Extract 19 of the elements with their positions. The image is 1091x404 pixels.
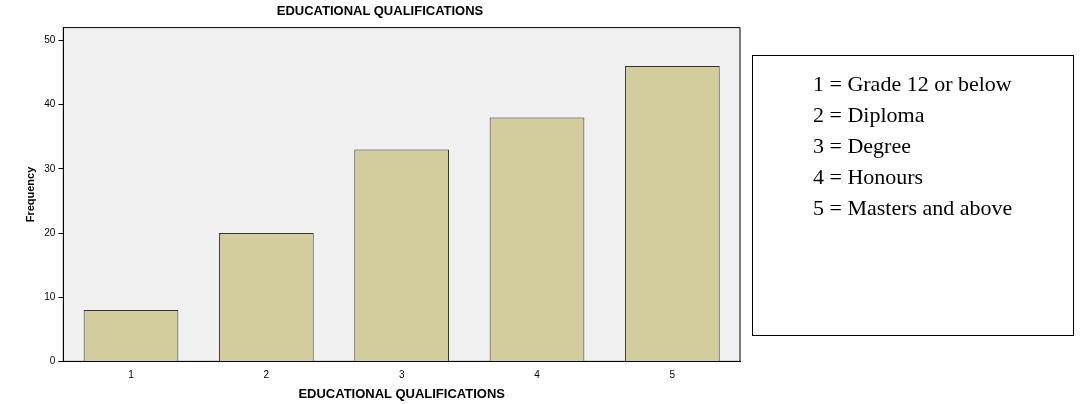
y-tick-label: 30 xyxy=(44,162,56,174)
y-tick-label: 10 xyxy=(44,290,56,302)
x-axis-title: EDUCATIONAL QUALIFICATIONS xyxy=(298,385,506,401)
x-tick-label: 4 xyxy=(534,369,541,381)
y-axis-title: Frequency xyxy=(23,165,36,223)
x-tick-label: 1 xyxy=(128,369,135,381)
text: 2 = Diploma xyxy=(813,101,926,129)
chart-title: EDUCATIONAL QUALIFICATIONS xyxy=(276,3,484,19)
y-tick-label: 20 xyxy=(44,226,56,238)
x-tick-label: 5 xyxy=(669,369,676,381)
x-tick-label: 3 xyxy=(398,369,405,381)
text: 4 = Honours xyxy=(813,163,925,191)
y-tick-label: 40 xyxy=(44,98,56,110)
text: 5 = Masters and above xyxy=(813,194,1014,222)
x-tick-label: 2 xyxy=(263,369,270,381)
y-tick-label: 0 xyxy=(49,355,56,367)
text: 1 = Grade 12 or below xyxy=(813,70,1013,98)
text: 3 = Degree xyxy=(813,132,912,160)
y-tick-label: 50 xyxy=(44,34,56,46)
